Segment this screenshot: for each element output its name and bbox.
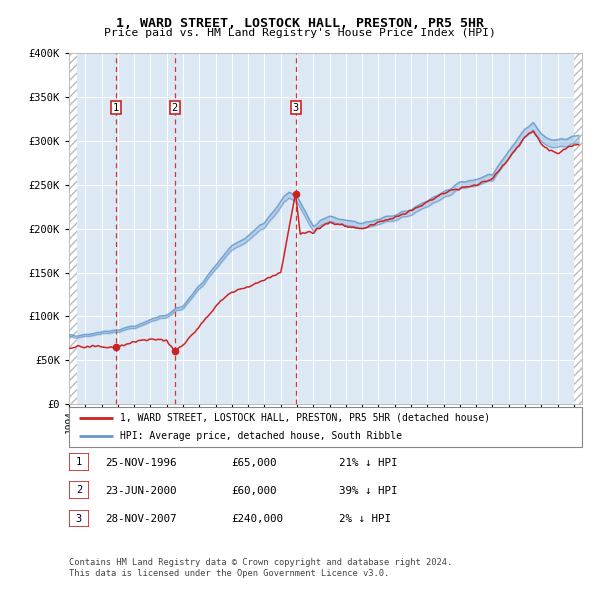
Text: 1: 1 (113, 103, 119, 113)
Text: HPI: Average price, detached house, South Ribble: HPI: Average price, detached house, Sout… (121, 431, 403, 441)
Text: 2: 2 (172, 103, 178, 113)
Text: 1: 1 (76, 457, 82, 467)
Text: 3: 3 (292, 103, 299, 113)
Text: 1, WARD STREET, LOSTOCK HALL, PRESTON, PR5 5HR (detached house): 1, WARD STREET, LOSTOCK HALL, PRESTON, P… (121, 413, 490, 423)
Text: 2% ↓ HPI: 2% ↓ HPI (339, 514, 391, 524)
Text: £60,000: £60,000 (231, 486, 277, 496)
Text: 25-NOV-1996: 25-NOV-1996 (105, 458, 176, 467)
FancyBboxPatch shape (69, 407, 582, 447)
FancyBboxPatch shape (69, 481, 89, 499)
Text: 3: 3 (76, 514, 82, 523)
Text: 39% ↓ HPI: 39% ↓ HPI (339, 486, 397, 496)
Text: £240,000: £240,000 (231, 514, 283, 524)
Text: Contains HM Land Registry data © Crown copyright and database right 2024.: Contains HM Land Registry data © Crown c… (69, 558, 452, 566)
Text: This data is licensed under the Open Government Licence v3.0.: This data is licensed under the Open Gov… (69, 569, 389, 578)
Text: 2: 2 (76, 486, 82, 495)
FancyBboxPatch shape (69, 453, 89, 471)
Text: £65,000: £65,000 (231, 458, 277, 467)
Text: 21% ↓ HPI: 21% ↓ HPI (339, 458, 397, 467)
Bar (574, 53, 582, 404)
FancyBboxPatch shape (69, 510, 89, 527)
Text: Price paid vs. HM Land Registry's House Price Index (HPI): Price paid vs. HM Land Registry's House … (104, 28, 496, 38)
Bar (69, 53, 77, 404)
Text: 23-JUN-2000: 23-JUN-2000 (105, 486, 176, 496)
Text: 28-NOV-2007: 28-NOV-2007 (105, 514, 176, 524)
Text: 1, WARD STREET, LOSTOCK HALL, PRESTON, PR5 5HR: 1, WARD STREET, LOSTOCK HALL, PRESTON, P… (116, 17, 484, 30)
